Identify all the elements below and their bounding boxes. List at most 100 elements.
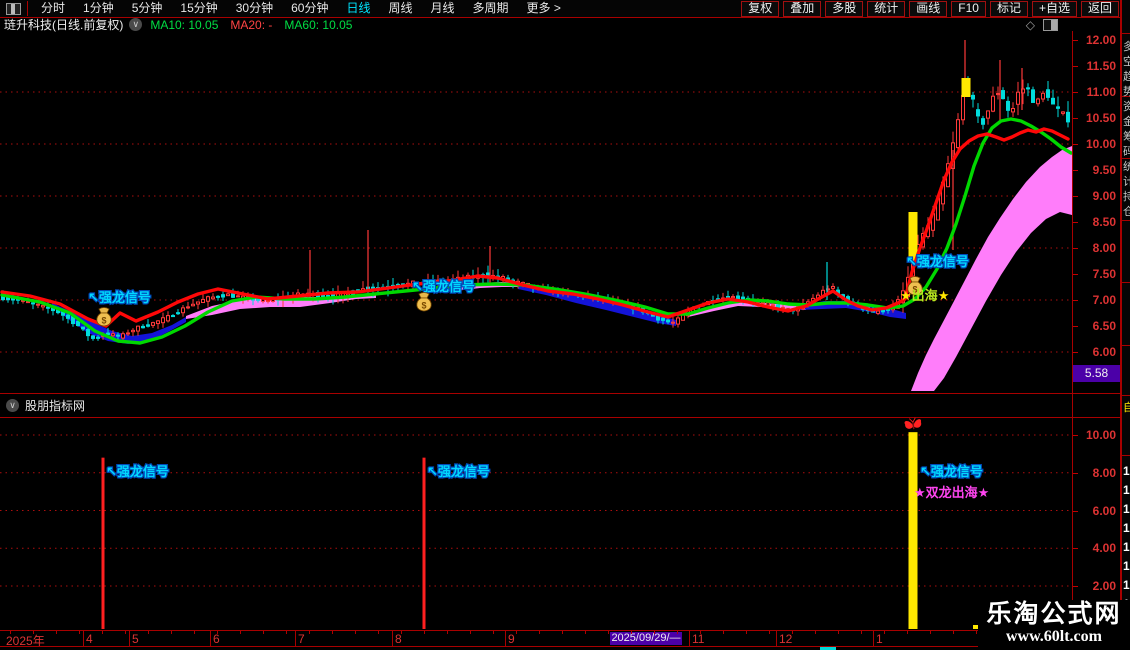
price-axis-label: 12.00 [1085,33,1116,47]
strip-digit: 1 [1123,502,1130,516]
layout-split-icon[interactable] [6,2,21,15]
axis-tick-mark [1073,510,1078,512]
date-tick [769,631,770,634]
axis-tick-mark [1073,196,1078,197]
btn-返回[interactable]: 返回 [1080,0,1119,17]
date-tick [171,631,172,634]
btn-+自选[interactable]: +自选 [1031,0,1077,17]
date-tick [953,631,954,634]
date-tick [654,631,655,634]
date-tick [516,631,517,634]
yellow-marker-fragment [973,625,978,629]
axis-left-border [1072,31,1073,646]
sub-indicator-name: 股朋指标网 [25,399,86,413]
date-tick [792,631,793,634]
axis-tick-mark [1073,170,1078,171]
strip-char: 持 [1123,188,1130,204]
period-60分钟[interactable]: 60分钟 [291,1,329,15]
btn-F10[interactable]: F10 [951,0,986,17]
axis-tick-mark [1073,92,1078,93]
axis-tick-mark [1073,274,1078,275]
chevron-down-icon[interactable]: ∨ [129,18,143,31]
date-axis[interactable]: 2025年 2025/09/29/— 4 5 6 7 8 9 11 12 1 [0,631,1072,648]
toolbar-separator [27,1,28,16]
period-30分钟[interactable]: 30分钟 [235,1,274,15]
date-tick [562,631,563,634]
yellow-signal-bar [908,432,918,629]
month-label: 11 [692,632,705,646]
month-separator [776,631,777,646]
price-axis-label: 8.50 [1092,215,1116,229]
axis-tick-mark [1073,472,1078,474]
date-tick [884,631,885,634]
month-separator [295,631,296,646]
panel-icon[interactable] [1043,19,1058,31]
date-tick [56,631,57,634]
date-tick [746,631,747,634]
chevron-down-icon[interactable]: ∨ [6,399,19,412]
date-tick [631,631,632,634]
sub-indicator-header: ∨ 股朋指标网 [0,394,1130,417]
strip-char: 空 [1123,53,1130,69]
strip-char: 仓 [1123,203,1130,219]
date-axis-bottom-border [0,646,1130,647]
strip-divider [1122,282,1130,283]
period-更多 >[interactable]: 更多 > [526,1,561,15]
btn-画线[interactable]: 画线 [909,0,948,17]
svg-text:$: $ [421,301,426,311]
ma-value: MA10: 10.05 [150,17,219,32]
toolbar-actions: 复权 叠加 多股 统计 画线 F10 标记 +自选 返回 [737,0,1130,17]
period-toolbar: 分时 1分钟 5分钟 15分钟 30分钟 60分钟 日线 周线 月线 多周期 更多 > 复权 叠加 多股… [0,0,1130,17]
month-separator [689,631,690,646]
period-5分钟[interactable]: 5分钟 [131,1,163,15]
axis-tick-mark [1073,66,1078,67]
title-right-icons: ◇ [1026,18,1058,32]
strip-char: 统 [1123,158,1130,174]
main-candlestick-chart: ↖强龙信号$↖强龙信号$↖强龙信号$★出海★ [0,40,1072,391]
month-label: 7 [298,632,305,646]
date-tick [585,631,586,634]
btn-统计[interactable]: 统计 [867,0,906,17]
strip-divider [1122,455,1130,456]
month-label: 9 [508,632,515,646]
strip-divider [1122,33,1130,34]
svg-text:$: $ [101,316,106,326]
price-axis-label: 6.00 [1092,345,1116,359]
diamond-icon[interactable]: ◇ [1025,18,1035,32]
period-日线[interactable]: 日线 [346,1,371,15]
strip-divider [1122,220,1130,221]
period-menu: 分时 1分钟 5分钟 15分钟 30分钟 60分钟 日线 周线 月线 多周期 更多 > [32,0,570,17]
qianglong-signal-label: ↖强龙信号 [106,464,169,479]
period-多周期[interactable]: 多周期 [472,1,509,15]
axis-tick-mark [1073,222,1078,223]
moneybag-icon: $ [907,276,923,296]
btn-多股[interactable]: 多股 [825,0,864,17]
watermark: 乐淘公式网 www.60lt.com [978,600,1130,650]
date-tick [401,631,402,634]
date-tick [309,631,310,634]
axis-tick-mark [1073,40,1078,41]
period-月线[interactable]: 月线 [430,1,455,15]
btn-复权[interactable]: 复权 [741,0,780,17]
chuhai-label: ★出海★ [900,288,949,303]
price-axis-label: 9.50 [1092,163,1116,177]
axis-tick-mark [1073,352,1078,353]
watermark-url: www.60lt.com [1006,628,1102,645]
date-tick [33,631,34,634]
right-sidebar-clipped[interactable]: 多空趋势资金筹码统计持仓自11111111 [1121,0,1130,650]
month-label: 6 [213,632,220,646]
red-signal-bar [422,457,426,629]
year-label: 2025年 [6,634,45,648]
price-axis-label: 8.00 [1092,241,1116,255]
period-1分钟[interactable]: 1分钟 [83,1,114,15]
qianglong-signal-label: ↖强龙信号 [427,464,490,479]
period-周线[interactable]: 周线 [388,1,413,15]
period-15分钟[interactable]: 15分钟 [180,1,218,15]
statusbar-fragment [820,647,836,650]
btn-标记[interactable]: 标记 [989,0,1028,17]
sub-axis-label: 8.00 [1092,465,1116,480]
qianglong-signal-label: ↖强龙信号 [88,290,151,305]
axis-tick-mark [1073,144,1078,145]
btn-叠加[interactable]: 叠加 [783,0,822,17]
period-分时[interactable]: 分时 [41,1,66,15]
